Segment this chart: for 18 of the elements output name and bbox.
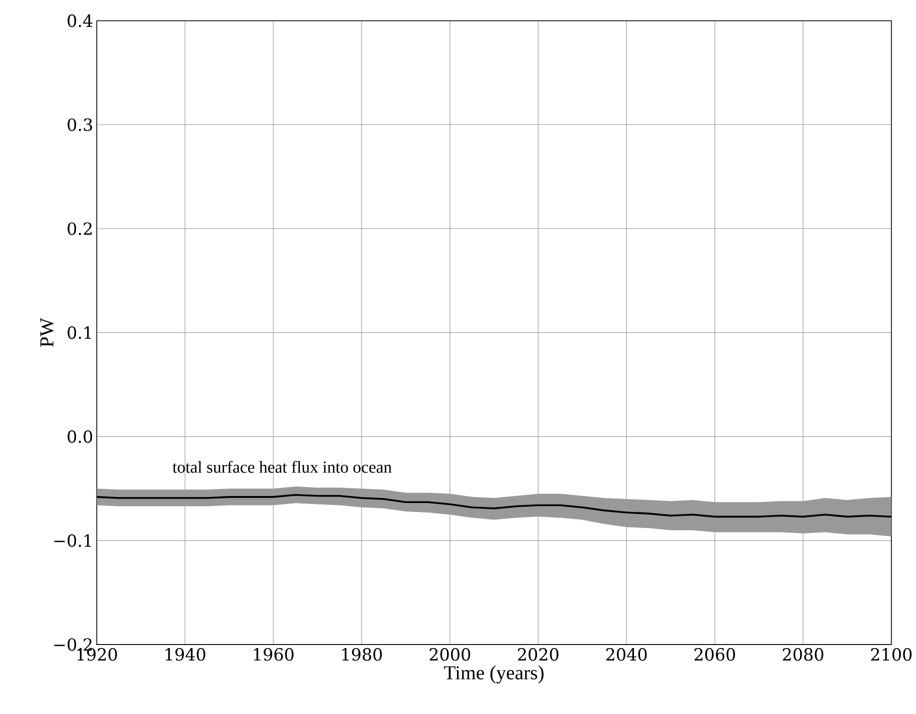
x-tick-label: 2100: [871, 648, 912, 661]
x-tick-label: 2060: [694, 648, 736, 661]
y-tick-label: 0.1: [68, 326, 91, 340]
y-axis-title: PW: [40, 318, 54, 348]
y-tick-label: 0.0: [68, 430, 92, 444]
annotation: total surface heat flux into ocean: [172, 461, 392, 473]
x-tick-label: 2020: [518, 648, 558, 661]
y-tick-label: 0.2: [68, 222, 92, 236]
y-tick-label: 0.4: [68, 14, 92, 28]
y-tick-label: −0.1: [54, 534, 91, 548]
x-tick-label: 1960: [254, 648, 294, 661]
x-tick-label: 1980: [342, 648, 382, 661]
x-tick-label: 1940: [166, 648, 206, 661]
x-tick-label: 2080: [782, 648, 824, 661]
x-tick-label: 2040: [606, 648, 647, 661]
x-axis-title: Time (years): [444, 666, 544, 684]
y-tick-label: 0.3: [68, 118, 92, 132]
x-tick-label: 2000: [430, 648, 470, 661]
